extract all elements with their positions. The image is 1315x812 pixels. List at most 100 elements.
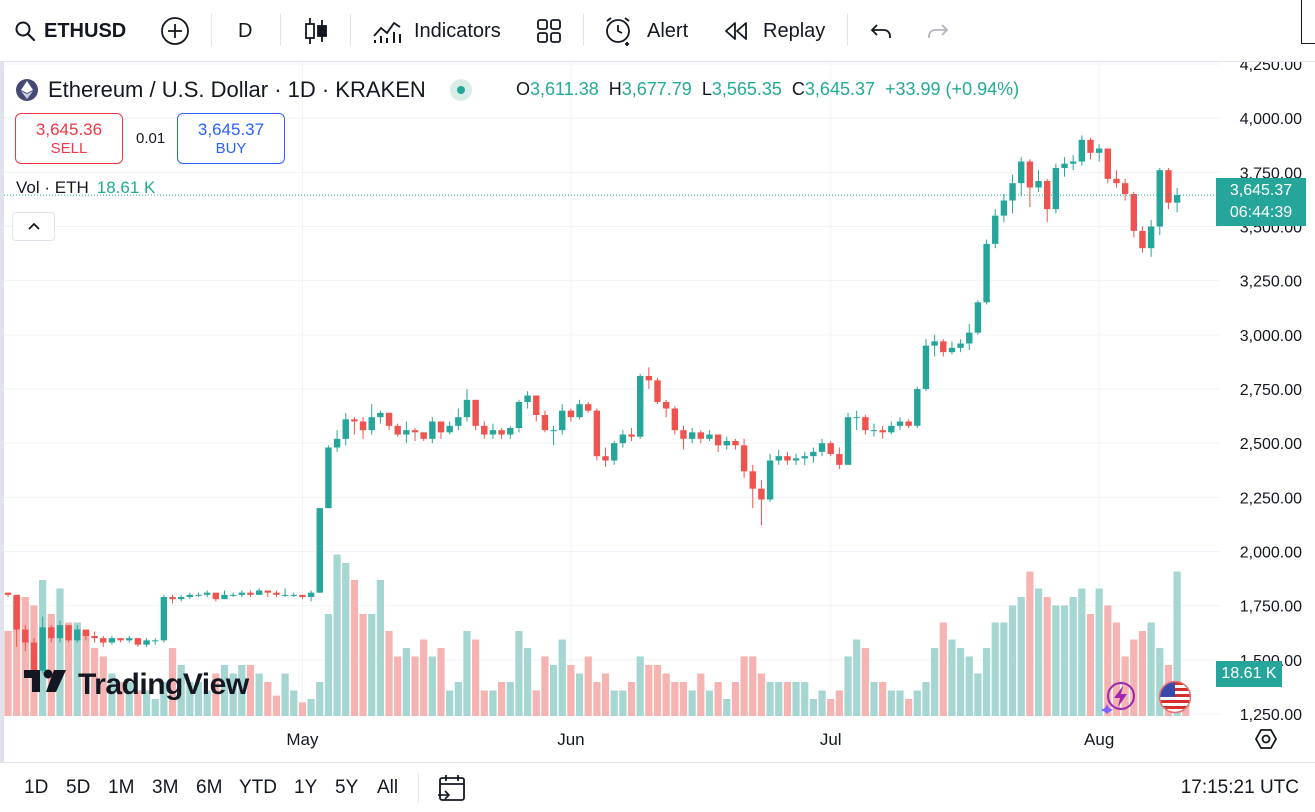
candle — [550, 425, 557, 446]
price-tick-label: 2,750.00 — [1240, 382, 1302, 399]
candle — [1069, 155, 1077, 171]
candle — [1044, 178, 1051, 223]
close-value: C3,645.37 — [791, 79, 875, 99]
candle-body — [1078, 139, 1086, 162]
range-all[interactable]: All — [377, 777, 399, 798]
symbol-legend[interactable]: Ethereum / U.S. Dollar · 1D · KRAKEN — [16, 76, 472, 104]
candle-body — [1156, 170, 1163, 227]
volume-bar — [1043, 597, 1051, 716]
volume-bar — [922, 682, 930, 716]
compare-symbol-button[interactable] — [160, 10, 190, 52]
candle-body — [559, 410, 566, 431]
candle — [974, 300, 982, 335]
candle-body — [1000, 200, 1008, 216]
candle-body — [654, 380, 661, 402]
chart-type-button[interactable] — [303, 10, 329, 52]
time-axis: May Jun Jul Aug — [286, 730, 1114, 749]
candle-body — [463, 399, 471, 418]
candle-body — [507, 428, 514, 435]
redo-button[interactable] — [926, 10, 950, 52]
volume-bar — [21, 597, 29, 716]
candle-body — [489, 430, 497, 435]
candle — [429, 417, 436, 444]
change-value: +33.99 (+0.94%) — [885, 79, 1020, 99]
candle-body — [178, 597, 185, 600]
redo-icon — [926, 21, 950, 41]
candle-body — [65, 625, 72, 641]
buy-price: 3,645.37 — [197, 120, 265, 139]
tradingview-logo[interactable]: TradingView — [22, 668, 249, 702]
candle-body — [290, 594, 297, 596]
price-tick-label: 1,250.00 — [1240, 707, 1302, 724]
flash-icon[interactable] — [1101, 680, 1137, 719]
tradingview-logo-text: TradingView — [78, 668, 249, 701]
chart-pane[interactable]: 1,250.001,500.001,750.002,000.002,250.00… — [0, 62, 1315, 762]
candle-body — [905, 421, 912, 426]
candle — [896, 417, 904, 431]
candle-body — [593, 410, 601, 457]
utc-clock[interactable]: 17:15:21 UTC — [1180, 777, 1299, 798]
volume-bar — [333, 554, 341, 716]
candle — [1130, 191, 1137, 238]
volume-bar — [160, 682, 168, 716]
candle — [351, 417, 358, 435]
candle — [714, 434, 722, 452]
market-status-icon[interactable] — [449, 79, 472, 101]
volume-bar — [489, 690, 497, 716]
volume-bar — [982, 648, 991, 716]
candle — [870, 423, 878, 437]
candle — [619, 430, 627, 448]
range-5y[interactable]: 5Y — [335, 777, 359, 798]
volume-bar — [835, 690, 843, 716]
sell-button[interactable]: 3,645.36 SELL — [15, 113, 123, 164]
volume-bar — [939, 622, 947, 716]
range-ytd[interactable]: YTD — [239, 777, 277, 798]
volume-bar — [792, 682, 800, 716]
candle-body — [359, 421, 367, 431]
us-flag-icon[interactable] — [1158, 680, 1192, 719]
candle-body — [714, 434, 722, 446]
price-chart[interactable]: 1,250.001,500.001,750.002,000.002,250.00… — [4, 62, 1315, 762]
buy-button[interactable]: 3,645.37 BUY — [177, 113, 285, 164]
candle-body — [498, 430, 505, 435]
settings-icon[interactable] — [1254, 727, 1278, 756]
volume-bar — [463, 631, 471, 716]
candle — [22, 625, 29, 652]
candle-body — [922, 345, 930, 389]
volume-bar — [428, 656, 436, 716]
undo-button[interactable] — [869, 10, 893, 52]
candle-body — [1035, 181, 1042, 188]
toolbar-divider — [280, 14, 281, 46]
range-5d[interactable]: 5D — [66, 777, 91, 798]
candle — [489, 423, 497, 439]
candle — [385, 412, 393, 431]
range-3m[interactable]: 3M — [152, 777, 179, 798]
replay-button[interactable]: Replay — [723, 10, 825, 52]
indicators-button[interactable]: Indicators — [372, 10, 501, 52]
candle — [697, 430, 704, 444]
range-1d[interactable]: 1D — [24, 777, 49, 798]
candle-body — [1087, 139, 1094, 153]
range-1m[interactable]: 1M — [108, 777, 135, 798]
symbol-search[interactable]: ETHUSD — [14, 10, 126, 52]
candle-body — [368, 417, 375, 431]
range-1y[interactable]: 1Y — [294, 777, 318, 798]
candle — [1095, 144, 1103, 162]
candle — [758, 480, 765, 526]
candle — [1078, 135, 1086, 166]
volume-bar — [437, 648, 445, 716]
volume-bar — [679, 682, 688, 716]
volume-legend[interactable]: Vol · ETH 18.61 K — [16, 178, 155, 198]
collapse-legend-button[interactable] — [12, 212, 55, 241]
interval-button[interactable]: D — [238, 10, 252, 52]
alarm-clock-icon — [603, 15, 635, 47]
candle-body — [351, 419, 358, 422]
calendar-icon[interactable] — [437, 773, 467, 808]
candle-body — [766, 460, 774, 500]
candle-body — [533, 395, 540, 415]
range-6m[interactable]: 6M — [196, 777, 223, 798]
alert-button[interactable]: Alert — [603, 10, 688, 52]
candle-body — [940, 341, 947, 353]
layouts-button[interactable] — [536, 10, 562, 52]
candle-body — [385, 412, 393, 426]
